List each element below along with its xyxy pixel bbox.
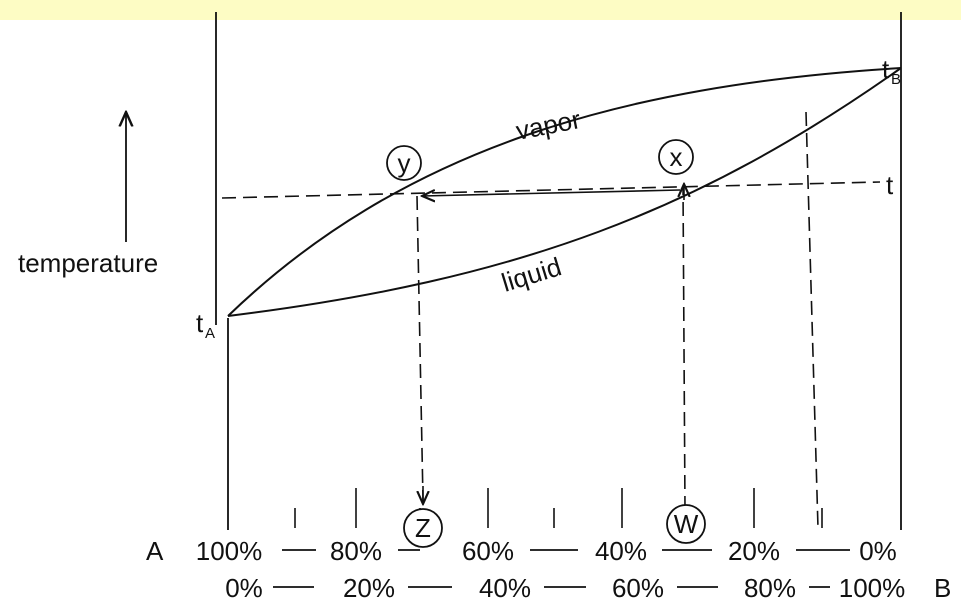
w-to-x-dashed-line — [682, 185, 686, 511]
composition-axis-a: A 100% 80% 60% 40% 20% 0% — [146, 536, 897, 566]
point-z-label: Z — [415, 513, 431, 543]
tie-line-arrow — [422, 190, 681, 196]
ta-label: t A — [196, 308, 215, 342]
temperature-t-label: t — [886, 170, 894, 200]
vapor-label: vapor — [513, 104, 583, 146]
point-y: y — [386, 145, 422, 181]
axis-a-tick-label: 80% — [330, 536, 382, 566]
temperature-label: temperature — [18, 248, 158, 278]
point-x: x — [658, 139, 694, 175]
axis-b-tick-label: 0% — [225, 573, 263, 603]
tb-label: t B — [882, 54, 901, 88]
axis-b-tick-label: 100% — [839, 573, 906, 603]
right-dashed-guide — [805, 111, 819, 529]
axis-a-tick-label: 100% — [196, 536, 263, 566]
point-w-label: W — [674, 509, 699, 539]
vapor-curve — [227, 67, 902, 317]
axis-b-tick-label: 60% — [612, 573, 664, 603]
point-w: W — [666, 504, 706, 544]
ta-subscript: A — [205, 325, 215, 342]
liquid-curve — [227, 67, 902, 317]
point-z: Z — [403, 508, 443, 548]
axis-a-tick-label: 20% — [728, 536, 780, 566]
ta-main: t — [196, 308, 204, 338]
axis-a-tick-label: 60% — [462, 536, 514, 566]
axis-b-tick-label: 40% — [479, 573, 531, 603]
point-x-label: x — [670, 142, 683, 172]
axis-a-tick-label: 40% — [595, 536, 647, 566]
composition-axis-b: 0% 20% 40% 60% 80% 100% B — [225, 573, 951, 603]
y-to-z-dashed-line — [416, 195, 424, 501]
liquid-label: liquid — [498, 251, 565, 297]
axis-b-tick-label: 20% — [343, 573, 395, 603]
tb-subscript: B — [891, 71, 901, 88]
tb-main: t — [882, 54, 890, 84]
temperature-t-line — [221, 181, 881, 199]
axis-a-tick-label: 0% — [859, 536, 897, 566]
top-highlight-band — [0, 0, 961, 20]
component-a-label: A — [146, 536, 164, 566]
point-y-label: y — [398, 148, 411, 178]
component-b-label: B — [934, 573, 951, 603]
axis-b-tick-label: 80% — [744, 573, 796, 603]
